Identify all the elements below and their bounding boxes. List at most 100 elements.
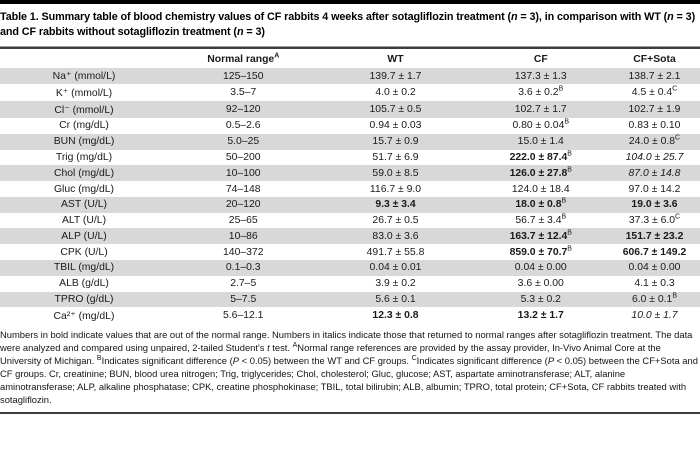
column-header-cf: CF [472, 49, 609, 68]
cell-wt: 0.94 ± 0.03 [369, 120, 422, 132]
cell-normal-range: 74–148 [225, 183, 261, 195]
table-row: Ca²⁺ (mg/dL) 5.6–12.1 12.3 ± 0.8 13.2 ± 1.7… [0, 307, 700, 324]
table-row: Cl⁻ (mmol/L) 92–120 105.7 ± 0.5 102.7 ± 1.7… [0, 101, 700, 118]
cell-wt: 59.0 ± 8.5 [318, 165, 473, 182]
cell-cfsota: 0.83 ± 0.10 [628, 120, 681, 132]
top-rule [0, 0, 700, 4]
cell-parameter: Cl⁻ (mmol/L) [0, 101, 168, 118]
text-segment: n [510, 11, 518, 23]
text-segment: test. [269, 342, 293, 354]
cell-cfsota: 138.7 ± 2.1 [609, 67, 700, 85]
title-divider [0, 45, 700, 49]
text-segment: t [267, 342, 270, 354]
cell-cf: 222.0 ± 87.4B [509, 150, 572, 163]
cell-normal-range: 10–100 [168, 165, 319, 182]
cell-cf: 126.0 ± 27.8B [472, 165, 609, 182]
text-segment: n [236, 26, 244, 39]
cell-normal-range: 50–200 [225, 151, 261, 163]
text-segment: = 3), in comparison with WT ( [517, 11, 668, 23]
cell-parameter: CPK (U/L) [60, 246, 108, 258]
cell-wt: 51.7 ± 6.9 [372, 151, 419, 163]
footnote-marker: C [411, 354, 417, 362]
significance-marker: B [567, 150, 572, 158]
column-header-parameter [0, 49, 168, 68]
table-row: K⁺ (mmol/L) 3.5–7 4.0 ± 0.2 3.6 ± 0.2B 4.5 ±… [0, 84, 700, 101]
significance-marker: B [567, 229, 572, 237]
text-segment: Normal range references are provided by … [0, 342, 661, 366]
cell-parameter: TBIL (mg/dL) [0, 260, 168, 276]
cell-normal-range: 140–372 [223, 246, 264, 258]
cell-wt: 83.0 ± 3.6 [318, 228, 473, 245]
cell-wt: 0.04 ± 0.01 [318, 260, 473, 276]
cell-cfsota: 87.0 ± 14.8 [609, 165, 700, 182]
table-row: BUN (mg/dL) 5.0–25 15.7 ± 0.9 15.0 ± 1.4 24.… [0, 133, 700, 150]
cell-cfsota: 606.7 ± 149.2 [622, 246, 687, 258]
cell-parameter: ALT (U/L) [61, 215, 107, 227]
cell-wt: 491.7 ± 55.8 [366, 246, 425, 258]
cell-parameter: K⁺ (mmol/L) [55, 87, 113, 99]
cell-parameter: TPRO (g/dL) [0, 291, 168, 308]
table-row: ALP (U/L) 10–86 83.0 ± 3.6 163.7 ± 12.4B 151… [0, 228, 700, 245]
cell-cfsota: 102.7 ± 1.9 [609, 101, 700, 118]
text-segment: Indicates significant difference ( [101, 354, 233, 366]
cell-cf: 0.80 ± 0.04B [512, 118, 570, 132]
cell-wt: 9.3 ± 3.4 [318, 196, 473, 213]
cell-cf: 3.6 ± 0.2B [518, 85, 564, 99]
cell-wt: 3.9 ± 0.2 [375, 278, 416, 290]
cell-wt: 12.3 ± 0.8 [372, 310, 419, 322]
cell-cfsota: 19.0 ± 3.6 [609, 196, 700, 213]
table-row: Trig (mg/dL) 50–200 51.7 ± 6.9 222.0 ± 87.4… [0, 150, 700, 166]
significance-marker: B [561, 197, 567, 205]
cell-parameter: Ca²⁺ (mg/dL) [53, 310, 115, 322]
cell-normal-range: 5–7.5 [168, 291, 319, 308]
significance-marker: B [564, 118, 570, 126]
cell-parameter: Na⁺ (mmol/L) [0, 67, 168, 85]
cell-wt: 105.7 ± 0.5 [318, 101, 473, 118]
table-body: Na⁺ (mmol/L) 125–150 139.7 ± 1.7 137.3 ± 1.… [0, 67, 700, 325]
text-segment: = 3) and CF rabbits without sotagliflozi… [0, 11, 696, 39]
text-segment: < 0.05) between the WT and CF groups. [239, 354, 412, 366]
significance-marker: B [567, 245, 572, 253]
cell-cfsota: 151.7 ± 23.2 [609, 228, 700, 245]
footnote-marker: A [292, 341, 298, 349]
blood-chemistry-table: Normal rangeA WT CF CF+Sota Na⁺ (mmol/L)… [0, 49, 700, 325]
table-footnote: Numbers in bold indicate values that are… [0, 324, 700, 411]
cell-cfsota: 24.0 ± 0.8C [609, 133, 700, 150]
table-row: Chol (mg/dL) 10–100 59.0 ± 8.5 126.0 ± 27.8… [0, 165, 700, 182]
cell-cf: 13.2 ± 1.7 [517, 310, 564, 322]
text-segment: P [547, 354, 555, 366]
cell-normal-range: 0.1–0.3 [168, 260, 319, 276]
table-title: Table 1. Summary table of blood chemistr… [0, 4, 700, 46]
cell-cf: 102.7 ± 1.7 [472, 101, 609, 118]
cell-cf: 163.7 ± 12.4B [472, 228, 609, 245]
bottom-rule [0, 412, 700, 415]
cell-parameter: ALB (g/dL) [59, 278, 109, 290]
cell-parameter: Cr (mg/dL) [59, 120, 109, 132]
significance-marker: B [567, 166, 572, 174]
text-segment: Table 1. Summary table of blood chemistr… [0, 11, 511, 23]
cell-normal-range: 5.0–25 [168, 133, 319, 150]
text-segment: Numbers in bold indicate values that are… [0, 329, 693, 354]
cell-cf: 5.3 ± 0.2 [472, 291, 609, 308]
table-row: ALB (g/dL) 2.7–5 3.9 ± 0.2 3.6 ± 0.00 4.1 ± … [0, 276, 700, 292]
table-row: Gluc (mg/dL) 74–148 116.7 ± 9.0 124.0 ± 18.… [0, 181, 700, 197]
cell-cf: 3.6 ± 0.00 [517, 278, 564, 290]
text-segment: P [232, 354, 240, 366]
cell-normal-range: 25–65 [228, 215, 258, 227]
table-header-row: Normal rangeA WT CF CF+Sota [0, 49, 700, 68]
cell-parameter: ALP (U/L) [0, 228, 168, 245]
cell-cf: 15.0 ± 1.4 [472, 133, 609, 150]
cell-cf: 0.04 ± 0.00 [472, 260, 609, 276]
text-segment: n [667, 11, 674, 23]
cell-parameter: Trig (mg/dL) [55, 151, 113, 163]
table-row: ALT (U/L) 25–65 26.7 ± 0.5 56.7 ± 3.4B 37.3 … [0, 213, 700, 229]
cell-normal-range: 0.5–2.6 [225, 120, 261, 132]
cell-normal-range: 2.7–5 [230, 278, 257, 290]
cell-parameter: Chol (mg/dL) [0, 165, 168, 182]
cell-normal-range: 10–86 [168, 228, 319, 245]
cell-parameter: BUN (mg/dL) [0, 133, 168, 150]
cell-normal-range: 92–120 [168, 101, 319, 118]
significance-marker: C [675, 213, 681, 221]
table-row: TBIL (mg/dL) 0.1–0.3 0.04 ± 0.01 0.04 ± 0.0… [0, 260, 700, 276]
